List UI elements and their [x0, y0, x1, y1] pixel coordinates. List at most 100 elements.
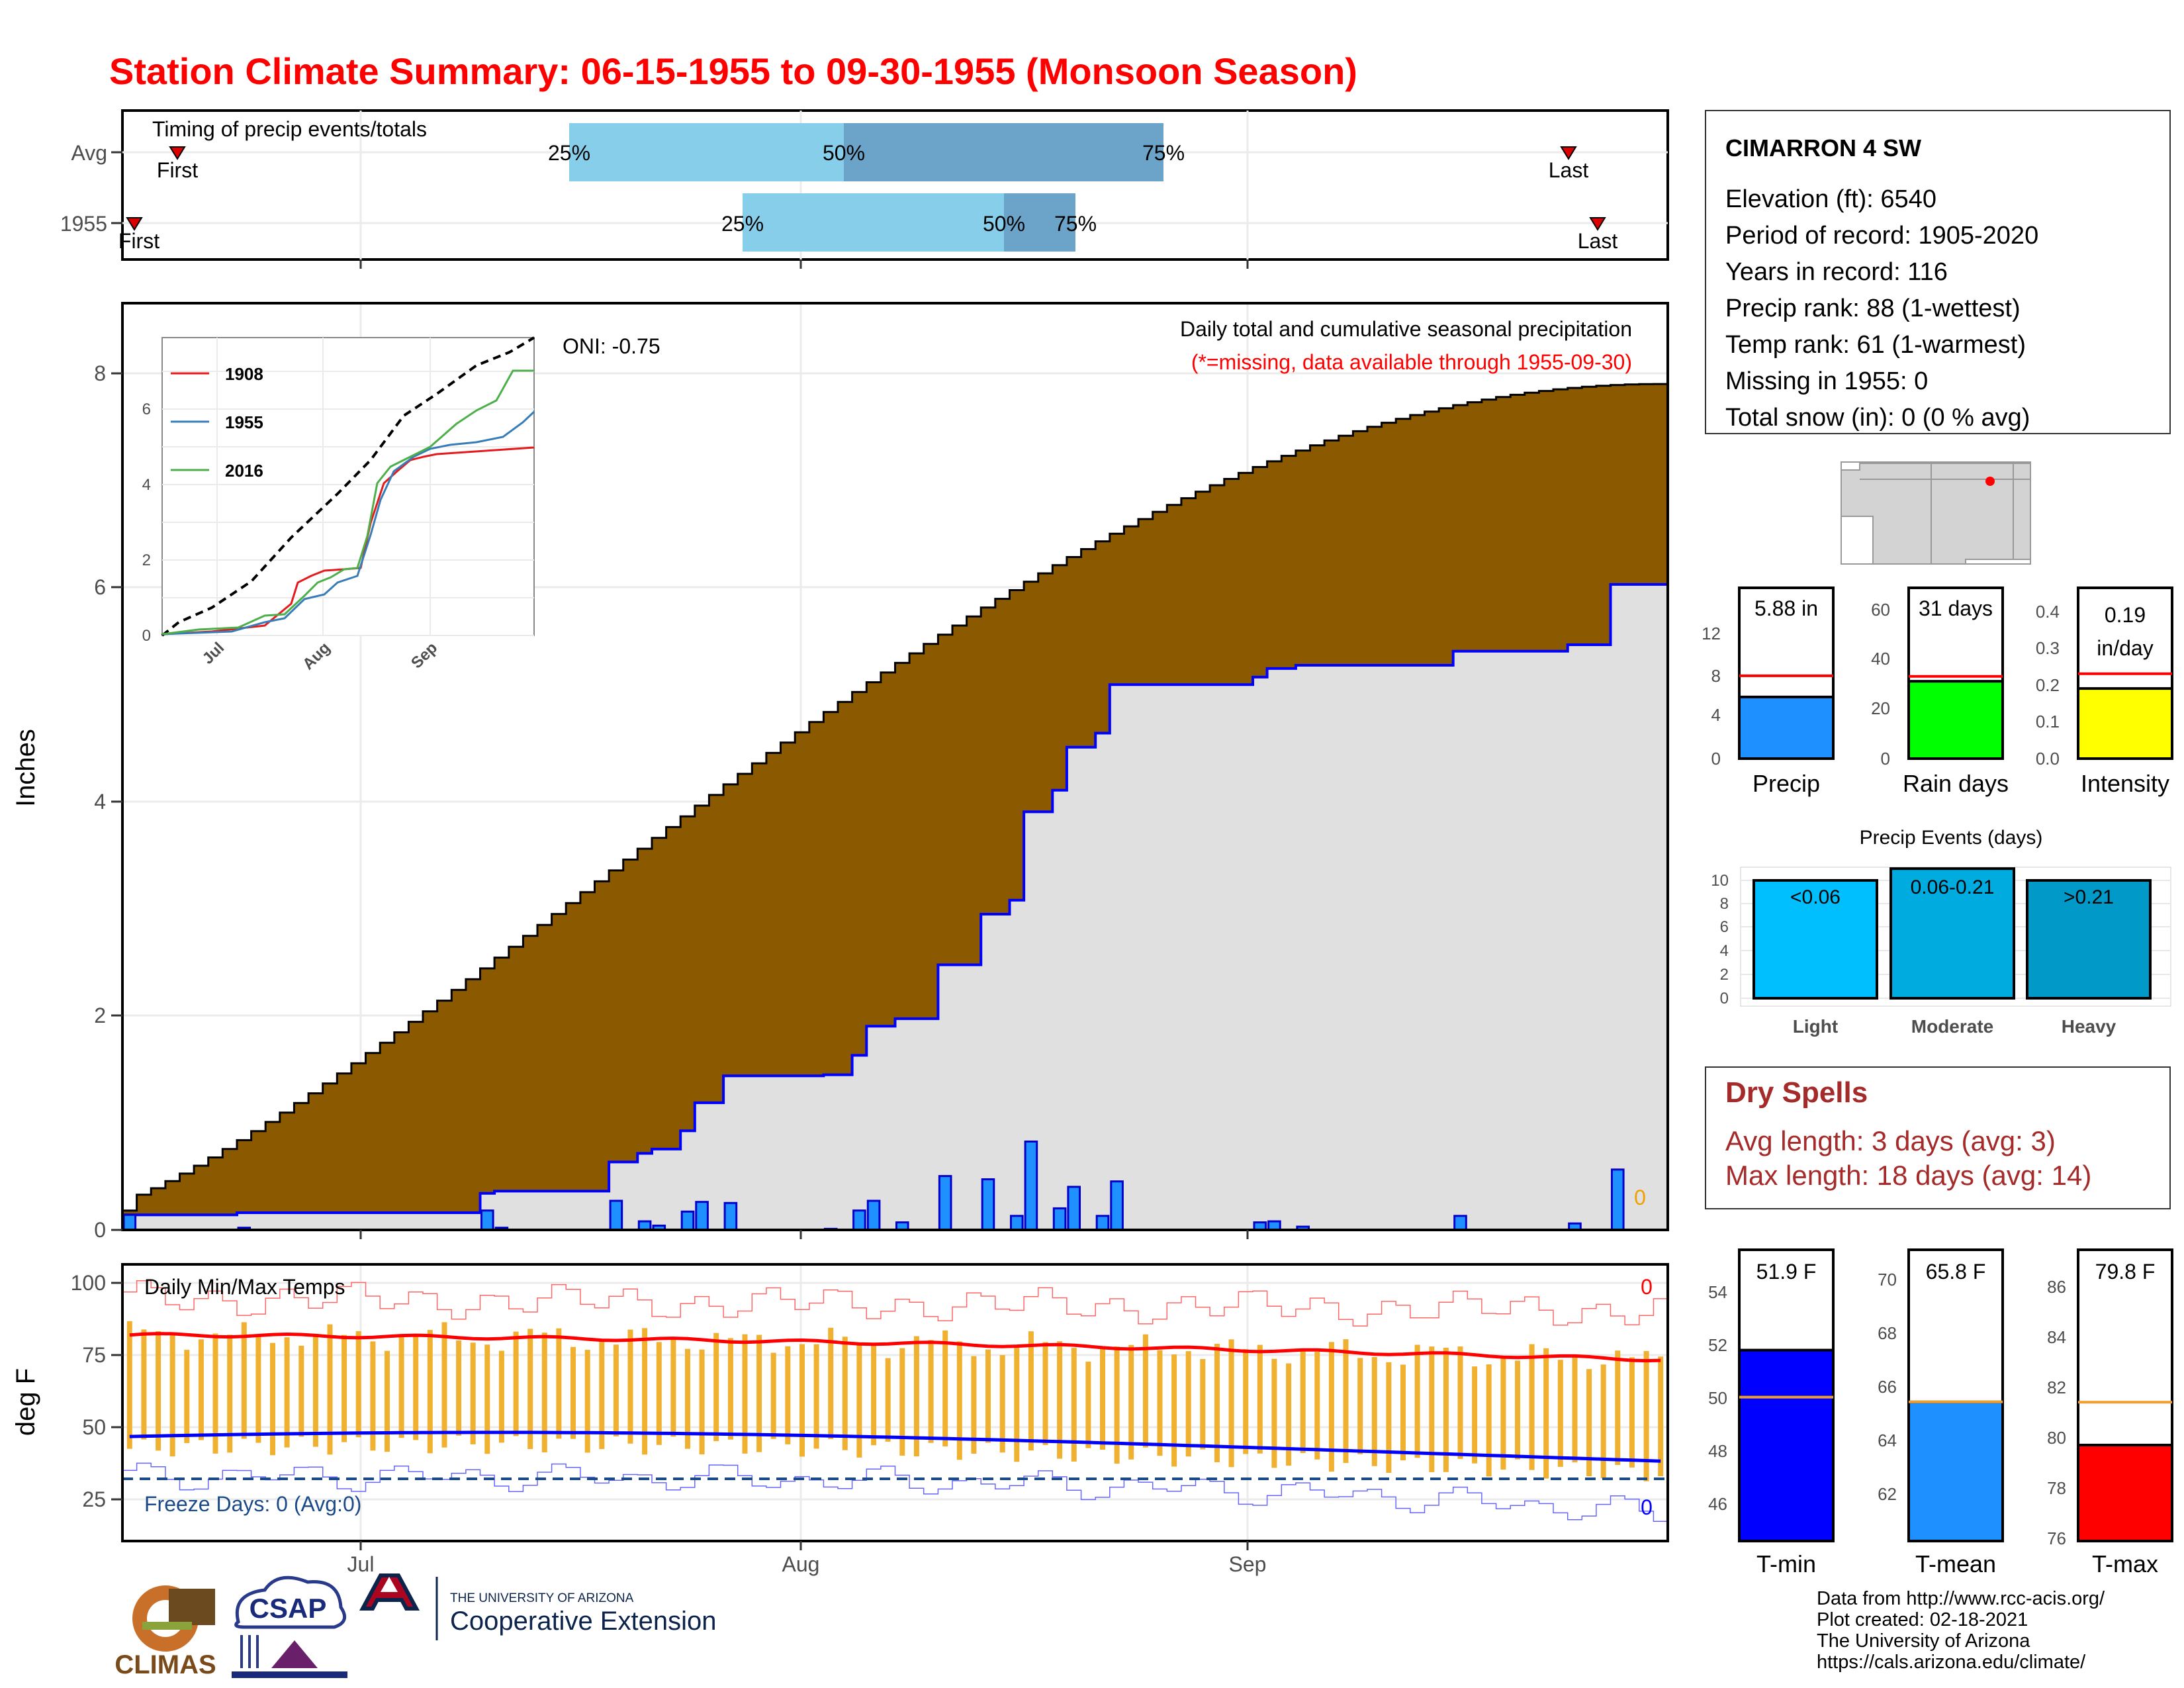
- precip-y-label: Inches: [11, 729, 40, 807]
- credit-line: The University of Arizona: [1817, 1630, 2030, 1652]
- temp-summary-bars: 51.9 F 46 48 50 52 54 T-min 65.8 F 62 64…: [1708, 1248, 2173, 1577]
- temp-range-bar: [928, 1340, 934, 1443]
- tmin-tick: 54: [1708, 1282, 1727, 1302]
- temp-range-bar: [799, 1344, 805, 1457]
- ua-big-text: Cooperative Extension: [450, 1607, 716, 1636]
- freeze-days-label: Freeze Days: 0 (Avg:0): [144, 1492, 361, 1516]
- intensity-unit: in/day: [2097, 636, 2153, 660]
- temp-range-bar: [584, 1350, 590, 1453]
- oni-label: ONI: -0.75: [563, 334, 660, 358]
- temp-range-bar: [513, 1331, 519, 1436]
- precip-tick: 12: [1702, 624, 1721, 643]
- temp-range-bar: [1328, 1342, 1334, 1472]
- avg-q25-q50-bar: [569, 123, 844, 181]
- tmin-tick: 46: [1708, 1494, 1727, 1514]
- temp-range-bar: [1142, 1334, 1148, 1448]
- rain-days-tick: 20: [1871, 698, 1890, 718]
- temp-range-bar: [742, 1334, 748, 1454]
- events-tick: 8: [1720, 895, 1729, 913]
- station-line: Years in record: 116: [1725, 258, 1948, 286]
- inset-y-tick: 6: [142, 400, 151, 418]
- y1955-first-label: First: [118, 229, 159, 253]
- temp-range-bar: [355, 1331, 361, 1438]
- precip-panel: Daily total and cumulative seasonal prec…: [11, 302, 1669, 1242]
- events-moderate-range: 0.06-0.21: [1911, 876, 1995, 898]
- daily-precip-bar: [695, 1201, 709, 1231]
- temp-range-bar: [727, 1338, 733, 1440]
- temp-range-bar: [713, 1333, 719, 1442]
- intensity-tick: 0.1: [2036, 712, 2060, 731]
- events-tick: 0: [1720, 990, 1729, 1008]
- events-moderate-bar: [1889, 867, 2015, 1000]
- temp-range-bar: [498, 1350, 504, 1443]
- credit-line: Data from http://www.rcc-acis.org/: [1817, 1588, 2105, 1609]
- temp-range-bar: [298, 1345, 304, 1437]
- tmean-tick: 70: [1878, 1270, 1897, 1289]
- temp-range-bar: [1529, 1344, 1535, 1470]
- y1955-q25-q50-bar: [743, 193, 1004, 252]
- precip-y-tick: 8: [94, 361, 106, 385]
- daily-precip-bar: [1453, 1215, 1467, 1231]
- temp-y-tick: 100: [71, 1271, 106, 1295]
- y1955-first-marker: [126, 217, 143, 231]
- precip-bar-label: Precip: [1752, 770, 1820, 797]
- temp-range-bar: [627, 1329, 633, 1444]
- observed-cumulative-line: [122, 583, 1668, 1217]
- x-tick-sep: Sep: [1229, 1552, 1267, 1576]
- temp-range-bar: [1371, 1357, 1377, 1466]
- temp-range-bar: [1615, 1350, 1621, 1465]
- events-light-bar: [1752, 879, 1878, 1000]
- precip-summary-bars: 5.88 in 0 4 8 12 Precip 31 days 0 20 40 …: [1702, 586, 2173, 797]
- rain-days-bar: [1907, 680, 2004, 760]
- temp-missing-max: 0: [1641, 1275, 1653, 1299]
- station-line: Temp rank: 61 (1-warmest): [1725, 331, 2026, 359]
- daily-precip-bar: [981, 1178, 995, 1231]
- precip-total-bar: [1738, 695, 1835, 761]
- temp-range-bar: [1557, 1360, 1563, 1467]
- temp-range-bar: [284, 1337, 290, 1448]
- precip-y-tick: 4: [94, 790, 106, 814]
- temp-range-bar: [756, 1335, 762, 1452]
- ua-logo: THE UNIVERSITY OF ARIZONA Cooperative Ex…: [359, 1573, 716, 1640]
- tmean-tick: 68: [1878, 1323, 1897, 1343]
- tmin-bar: [1738, 1348, 1835, 1542]
- tmax-tick: 76: [2047, 1528, 2066, 1548]
- temp-range-bar: [1443, 1347, 1449, 1472]
- temp-range-bar: [1357, 1358, 1363, 1454]
- temp-range-bar: [1071, 1348, 1077, 1462]
- temp-range-bar: [255, 1334, 261, 1443]
- temp-range-bar: [1128, 1344, 1134, 1460]
- temp-range-bar: [685, 1348, 690, 1449]
- credit-line: https://cals.arizona.edu/climate/: [1817, 1652, 2086, 1673]
- temp-range-bar: [1343, 1339, 1349, 1464]
- temp-range-bar: [1643, 1351, 1649, 1481]
- temp-range-bar: [999, 1355, 1005, 1453]
- timing-row-avg: Avg: [71, 141, 107, 165]
- precip-note: Daily total and cumulative seasonal prec…: [1180, 317, 1632, 341]
- temp-range-bar: [1085, 1362, 1091, 1448]
- tmean-label: T-mean: [1915, 1550, 1996, 1577]
- daily-precip-bar: [866, 1199, 881, 1231]
- tmax-tick: 84: [2047, 1327, 2066, 1347]
- temp-range-bar: [699, 1349, 705, 1455]
- daily-precip-bar: [1611, 1168, 1625, 1231]
- events-heavy-range: >0.21: [2064, 886, 2114, 908]
- intensity-tick: 0.4: [2036, 602, 2060, 622]
- temp-range-bar: [899, 1348, 905, 1456]
- temp-range-bar: [1028, 1331, 1034, 1451]
- csap-text: CSAP: [250, 1593, 327, 1624]
- temp-range-bar: [642, 1328, 648, 1455]
- events-moderate-label: Moderate: [1911, 1016, 1993, 1037]
- temp-range-bar: [913, 1336, 919, 1457]
- temp-range-bar: [1214, 1344, 1220, 1462]
- tmax-bar: [2077, 1444, 2173, 1542]
- dry-spells-box: Dry Spells Avg length: 3 days (avg: 3) M…: [1705, 1066, 2171, 1209]
- temp-range-bar: [270, 1342, 275, 1456]
- precip-tick: 0: [1711, 749, 1721, 769]
- credits: Data from http://www.rcc-acis.org/ Plot …: [1817, 1588, 2105, 1673]
- temp-range-bar: [1586, 1369, 1592, 1477]
- precip-note-missing: (*=missing, data available through 1955-…: [1191, 350, 1632, 374]
- temp-range-bar: [441, 1322, 447, 1448]
- events-light-label: Light: [1793, 1016, 1838, 1037]
